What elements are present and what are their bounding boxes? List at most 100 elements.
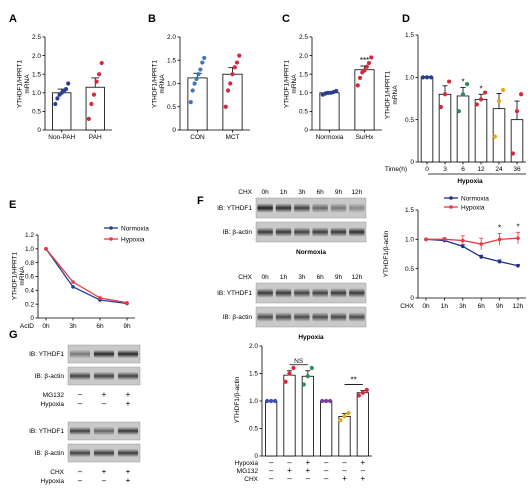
- y-axis-label-line: YTHDF1/HPRT1: [283, 59, 290, 108]
- x-tick-label: 3: [443, 166, 447, 173]
- treatment-mark: –: [287, 458, 292, 467]
- lane-time-label: 3h: [298, 274, 306, 281]
- y-tick-label: 0: [304, 127, 308, 134]
- panel-label-A: A: [9, 13, 17, 25]
- y-tick-label: 0.8: [25, 260, 34, 267]
- bar: [356, 392, 369, 457]
- data-point: [202, 55, 207, 61]
- y-tick-label: 2.5: [32, 34, 41, 41]
- treatment-mark: +: [126, 399, 131, 408]
- blot-band: [93, 372, 115, 380]
- bar: [222, 73, 243, 131]
- data-point: [192, 81, 197, 86]
- data-point: [89, 101, 94, 107]
- series-point: [497, 259, 502, 264]
- lane-time-label: 0h: [262, 274, 270, 281]
- blot-row-label: IB: YTHDF1: [29, 428, 64, 435]
- y-tick-label: 1.5: [299, 71, 308, 78]
- blot-band: [93, 427, 115, 435]
- blot-row-label: IB: YTHDF1: [29, 351, 64, 358]
- data-point: [482, 90, 488, 95]
- legend-label: Hypoxia: [461, 204, 485, 211]
- data-point: [237, 53, 242, 58]
- x-tick-label: 3h: [459, 303, 467, 310]
- blot-band: [257, 227, 273, 237]
- series-point: [479, 255, 484, 259]
- data-point: [460, 92, 466, 97]
- blot-band: [275, 288, 292, 298]
- x-tick-label: CON: [190, 134, 205, 141]
- data-point: [424, 75, 430, 80]
- y-axis-label-line: mRNA: [24, 74, 31, 94]
- treatment-label: Hypoxia: [41, 401, 65, 408]
- blot-membrane: [255, 197, 367, 219]
- data-point: [99, 60, 104, 66]
- significance-mark: *: [479, 84, 482, 93]
- series-point: [497, 237, 502, 242]
- data-point: [464, 82, 470, 87]
- data-point: [324, 398, 329, 404]
- series-line: [425, 238, 519, 267]
- data-point: [198, 67, 203, 72]
- blot-band: [69, 427, 91, 435]
- blot-band: [312, 312, 328, 322]
- lane-time-label: 12h: [351, 189, 362, 196]
- x-prefix-label: Time(h): [385, 166, 407, 173]
- legend-label: Normoxia: [461, 195, 489, 202]
- y-axis-label: YTHDF1/β-actin: [383, 230, 390, 277]
- blot-band: [330, 203, 347, 213]
- data-point: [328, 398, 333, 404]
- y-tick-label: 2.5: [299, 34, 308, 41]
- data-point: [94, 79, 99, 84]
- data-point: [478, 97, 484, 102]
- bar: [456, 95, 470, 163]
- blot-band: [349, 227, 365, 237]
- data-point: [225, 88, 231, 93]
- blot-condition-label: Normoxia: [296, 249, 326, 256]
- y-tick-label: 1.0: [299, 90, 308, 97]
- treatment-mark: +: [305, 466, 310, 475]
- blot-membrane: [255, 221, 367, 243]
- series-point: [71, 285, 75, 289]
- data-point: [234, 60, 240, 65]
- series-point: [516, 236, 520, 240]
- x-tick-label: 0h: [422, 303, 430, 310]
- treatment-mark: +: [102, 467, 107, 476]
- series-point: [479, 242, 484, 246]
- blot-row-label: IB: β-actin: [223, 229, 253, 236]
- blot-band: [257, 288, 273, 298]
- significance-mark: *: [461, 77, 464, 86]
- data-point: [228, 81, 233, 86]
- data-point: [55, 96, 60, 101]
- data-point: [342, 414, 347, 419]
- y-tick-label: 0: [410, 295, 414, 302]
- data-point: [364, 64, 369, 69]
- data-point: [369, 55, 374, 60]
- blot-band: [294, 227, 310, 237]
- y-tick-label: 2.0: [167, 34, 176, 41]
- y-tick-label: 1.0: [25, 246, 34, 253]
- bar: [320, 400, 333, 457]
- blot-panel-F: CHX 0h 1h 3h 6h 9h 12h IB: YTHDF1 IB: β-actin Nor…: [217, 189, 367, 341]
- data-point: [53, 101, 58, 107]
- bar: [420, 76, 434, 163]
- y-tick-label: 2.0: [299, 53, 308, 60]
- data-point: [301, 382, 306, 387]
- legend-marker: [449, 196, 453, 200]
- blot-membrane: [255, 306, 367, 328]
- series-point: [424, 237, 428, 242]
- treatment-label: CHX: [244, 476, 258, 483]
- chart-panel-G: 0 0.5 1.0 1.5 2.0: [249, 343, 372, 460]
- blot-band: [294, 288, 310, 298]
- chart-panel-B: 0 0.5 1.0 1.5 2.0 CON MCT: [167, 34, 250, 141]
- blot-band: [349, 203, 365, 213]
- chx-label: CHX: [238, 274, 252, 281]
- y-tick-label: 0: [30, 315, 34, 322]
- lane-time-label: 9h: [335, 189, 343, 196]
- legend-marker: [109, 226, 113, 230]
- bar: [510, 119, 524, 163]
- lane-time-label: 0h: [262, 189, 270, 196]
- data-point: [200, 60, 205, 65]
- treatment-mark: –: [324, 466, 329, 475]
- blot-band: [257, 312, 273, 322]
